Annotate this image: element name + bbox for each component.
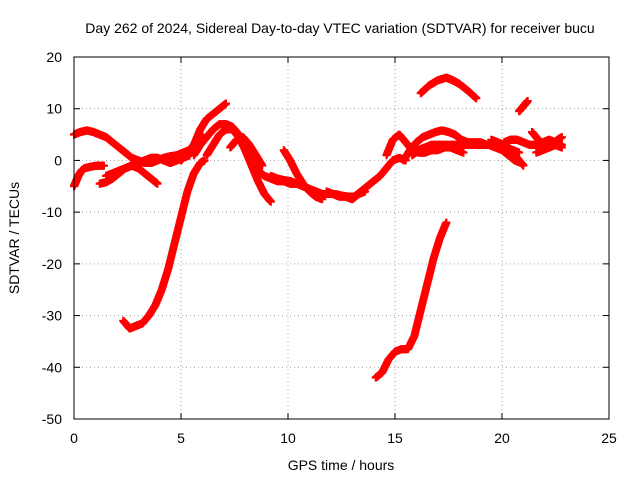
series-track-5 [119, 156, 209, 333]
data-point [519, 161, 528, 170]
x-tick-label: 0 [70, 430, 78, 446]
data-point [153, 179, 162, 188]
data-point [472, 94, 481, 103]
data-point [459, 148, 468, 157]
data-point [221, 99, 230, 108]
x-axis-ticks: 0 5 10 15 20 25 [70, 57, 617, 446]
series-track-11 [279, 146, 327, 204]
y-axis-label: SDTVAR / TECUs [6, 182, 22, 294]
series-track-4 [102, 151, 194, 180]
series-track-9 [226, 133, 267, 170]
data-point [557, 133, 566, 142]
data-point [318, 195, 327, 204]
x-tick-label: 15 [387, 430, 403, 446]
data-points [70, 73, 566, 382]
x-tick-label: 10 [280, 430, 296, 446]
y-tick-label: -30 [42, 308, 62, 324]
y-axis-ticks: -50 -40 -30 -20 -10 0 10 20 [42, 49, 609, 427]
data-point [99, 161, 108, 170]
series-track-2 [70, 161, 108, 191]
data-point [266, 197, 275, 206]
y-tick-label: -20 [42, 256, 62, 272]
y-tick-label: 0 [54, 152, 62, 168]
series-track-19 [515, 96, 532, 116]
series-track-22 [532, 140, 566, 157]
series-track-17 [416, 73, 481, 103]
plot-frame [73, 56, 610, 420]
x-tick-label: 20 [494, 430, 510, 446]
series-track-8 [202, 125, 275, 206]
series-track-16 [408, 140, 526, 168]
data-point [361, 187, 370, 196]
y-tick-label: -10 [42, 204, 62, 220]
data-point [442, 218, 451, 227]
series-track-13 [371, 218, 451, 382]
y-tick-label: -40 [42, 359, 62, 375]
x-axis-label: GPS time / hours [288, 457, 395, 473]
data-point [523, 96, 532, 105]
x-tick-label: 25 [601, 430, 617, 446]
data-point [557, 143, 566, 152]
data-point [258, 161, 267, 170]
y-tick-label: -50 [42, 411, 62, 427]
y-tick-label: 20 [46, 49, 62, 65]
chart-title: Day 262 of 2024, Sidereal Day-to-day VTE… [85, 20, 594, 36]
x-tick-label: 5 [177, 430, 185, 446]
data-point [200, 156, 209, 165]
series-track-6 [177, 99, 230, 165]
series-track-12 [322, 187, 370, 204]
y-tick-label: 10 [46, 101, 62, 117]
grid-lines [74, 57, 609, 419]
